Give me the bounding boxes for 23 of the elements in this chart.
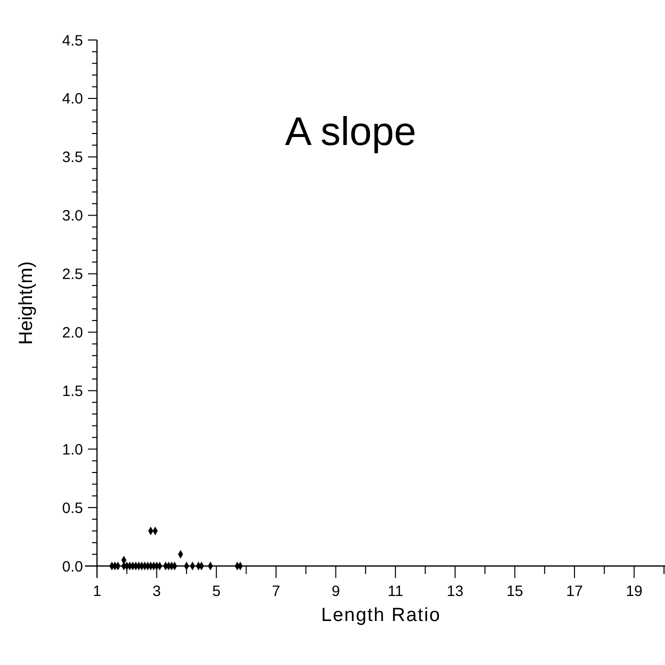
x-tick-label: 9: [332, 583, 340, 600]
y-tick-label: 4.5: [62, 32, 83, 50]
y-tick-label: 0.0: [62, 558, 83, 576]
y-tick-label: 2.0: [62, 324, 83, 342]
x-tick-label: 1: [92, 583, 102, 600]
y-tick-label: 2.5: [62, 266, 83, 284]
y-tick-label: 1.0: [62, 441, 83, 458]
x-tick-label: 17: [566, 583, 583, 600]
y-tick-label: 3.5: [62, 149, 83, 166]
x-tick-label: 3: [152, 583, 161, 600]
x-tick-label: 11: [388, 583, 404, 600]
y-tick-label: 1.5: [62, 382, 83, 400]
x-axis-title: Length Ratio: [321, 605, 441, 626]
x-tick-label: 7: [272, 583, 280, 600]
y-tick-label: 3.0: [62, 208, 83, 225]
x-tick-label: 13: [446, 583, 464, 600]
x-tick-label: 15: [506, 583, 524, 600]
text: A slope: [285, 110, 416, 154]
x-tick-label: 19: [626, 583, 642, 600]
y-tick-label: 0.5: [62, 500, 83, 517]
y-axis-title: Height(m): [16, 261, 37, 345]
x-tick-label: 5: [212, 583, 221, 600]
y-tick-label: 4.0: [62, 90, 83, 108]
